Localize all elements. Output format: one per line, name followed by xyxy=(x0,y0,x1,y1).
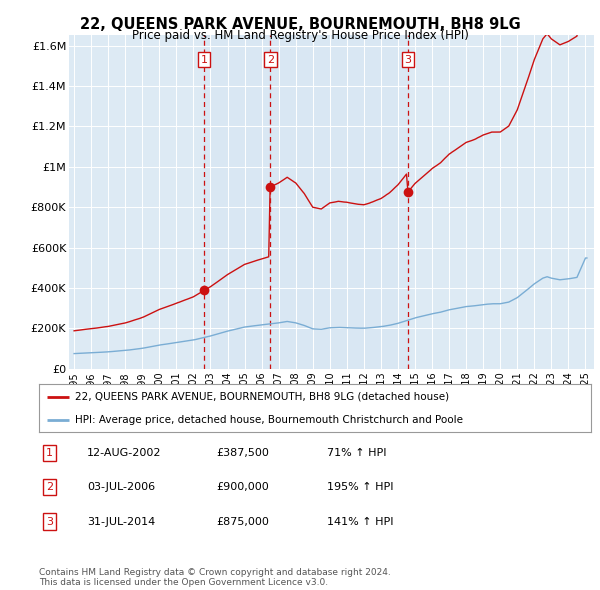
Bar xyxy=(204,35,271,369)
Text: £387,500: £387,500 xyxy=(216,448,269,458)
Text: 71% ↑ HPI: 71% ↑ HPI xyxy=(327,448,386,458)
Text: 31-JUL-2014: 31-JUL-2014 xyxy=(87,517,155,526)
Text: 12-AUG-2002: 12-AUG-2002 xyxy=(87,448,161,458)
Text: 22, QUEENS PARK AVENUE, BOURNEMOUTH, BH8 9LG (detached house): 22, QUEENS PARK AVENUE, BOURNEMOUTH, BH8… xyxy=(75,392,449,402)
Text: HPI: Average price, detached house, Bournemouth Christchurch and Poole: HPI: Average price, detached house, Bour… xyxy=(75,415,463,425)
Text: 1: 1 xyxy=(200,55,208,65)
Text: 2: 2 xyxy=(46,483,53,492)
Text: £900,000: £900,000 xyxy=(216,483,269,492)
Text: 3: 3 xyxy=(46,517,53,526)
Text: 03-JUL-2006: 03-JUL-2006 xyxy=(87,483,155,492)
Text: £875,000: £875,000 xyxy=(216,517,269,526)
Text: 141% ↑ HPI: 141% ↑ HPI xyxy=(327,517,394,526)
Text: 195% ↑ HPI: 195% ↑ HPI xyxy=(327,483,394,492)
Text: 3: 3 xyxy=(404,55,412,65)
Text: Price paid vs. HM Land Registry's House Price Index (HPI): Price paid vs. HM Land Registry's House … xyxy=(131,30,469,42)
Bar xyxy=(271,35,408,369)
Text: 22, QUEENS PARK AVENUE, BOURNEMOUTH, BH8 9LG: 22, QUEENS PARK AVENUE, BOURNEMOUTH, BH8… xyxy=(80,17,520,31)
Text: Contains HM Land Registry data © Crown copyright and database right 2024.
This d: Contains HM Land Registry data © Crown c… xyxy=(39,568,391,587)
Text: 1: 1 xyxy=(46,448,53,458)
Text: 2: 2 xyxy=(267,55,274,65)
